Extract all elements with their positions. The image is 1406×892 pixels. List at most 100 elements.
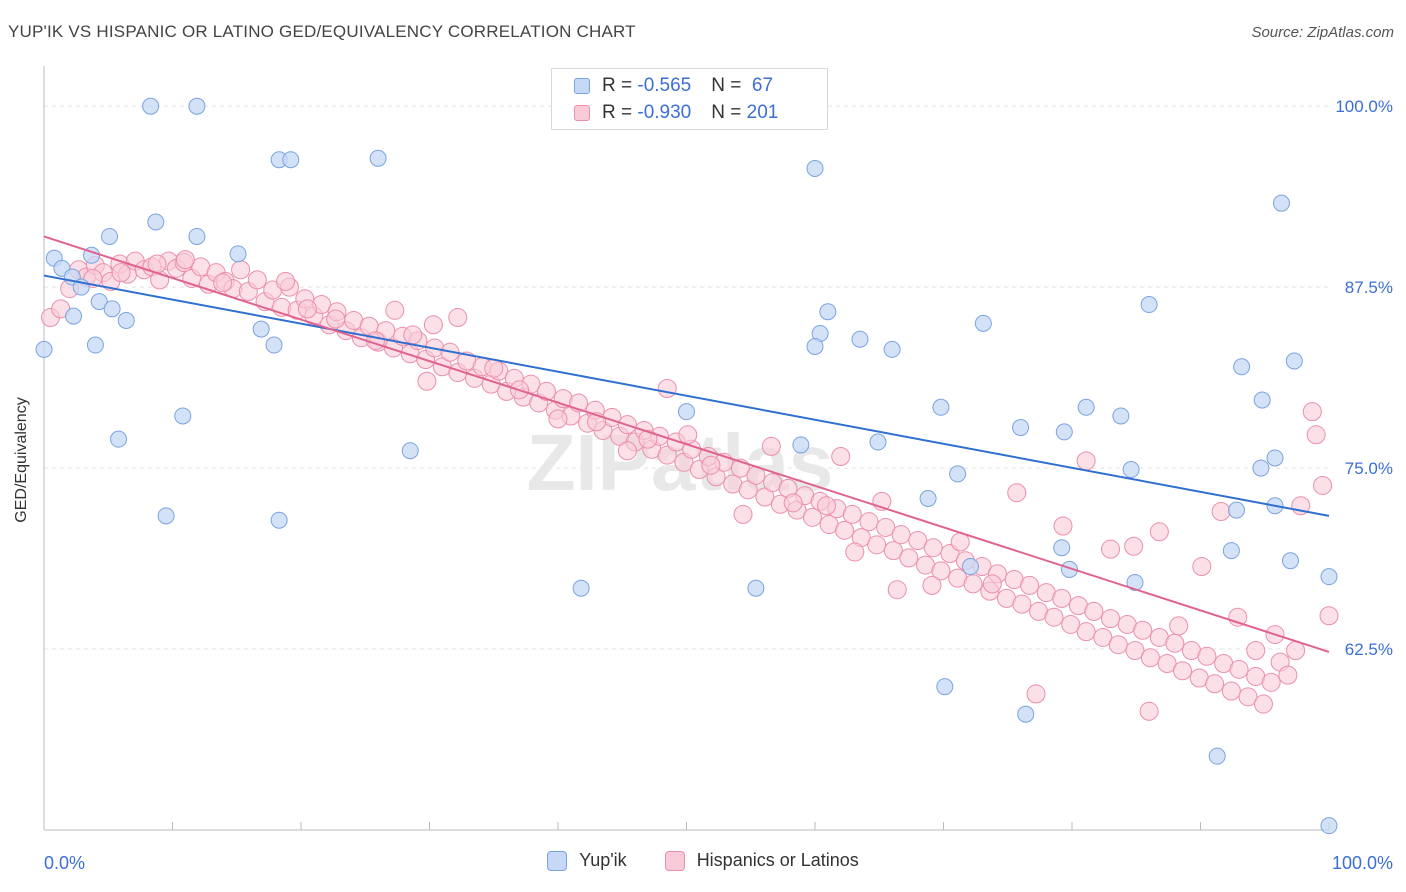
data-point-hispanics xyxy=(982,574,1002,594)
data-point-yupik xyxy=(1227,501,1245,519)
data-point-yupik xyxy=(932,398,950,416)
data-point-yupik xyxy=(1053,539,1071,557)
r-label: R = xyxy=(602,75,638,96)
data-point-hispanics xyxy=(297,299,317,319)
x-tick-label: 0.0% xyxy=(44,853,85,873)
data-point-hispanics xyxy=(923,538,943,558)
data-point-yupik xyxy=(819,303,837,321)
data-point-hispanics xyxy=(1133,620,1153,640)
data-point-hispanics xyxy=(908,530,928,550)
data-point-hispanics xyxy=(1173,661,1193,681)
data-point-yupik xyxy=(806,337,824,355)
data-point-hispanics xyxy=(175,250,195,270)
data-point-yupik xyxy=(1112,407,1130,425)
data-point-yupik xyxy=(229,245,247,263)
data-point-hispanics xyxy=(1044,607,1064,627)
series-legend: Yup'ik Hispanics or Latinos xyxy=(0,850,1406,871)
data-point-hispanics xyxy=(231,260,251,280)
r-value: -0.930 xyxy=(637,102,692,123)
axes xyxy=(43,66,1330,831)
data-point-yupik xyxy=(252,320,270,338)
data-point-yupik xyxy=(117,311,135,329)
data-point-hispanics xyxy=(484,358,504,378)
n-value: 67 xyxy=(746,75,774,96)
correlation-legend: R = -0.565 N = 67 R = -0.930 N = 201 xyxy=(551,68,828,130)
data-point-hispanics xyxy=(1165,633,1185,653)
data-point-hispanics xyxy=(733,504,753,524)
data-point-yupik xyxy=(1320,817,1338,835)
data-point-hispanics xyxy=(1076,622,1096,642)
data-point-hispanics xyxy=(891,525,911,545)
data-point-hispanics xyxy=(859,512,879,532)
data-point-hispanics xyxy=(326,309,346,329)
data-point-yupik xyxy=(142,97,160,115)
data-point-hispanics xyxy=(276,271,296,291)
data-point-hispanics xyxy=(817,496,837,516)
data-point-hispanics xyxy=(1306,425,1326,445)
data-point-hispanics xyxy=(867,535,887,555)
data-point-hispanics xyxy=(1246,640,1266,660)
series-yupik-points xyxy=(35,97,1338,835)
data-point-yupik xyxy=(1285,352,1303,370)
x-tick-label: 100.0% xyxy=(1332,853,1393,873)
data-point-hispanics xyxy=(448,308,468,328)
y-tick-label: 75.0% xyxy=(1345,459,1393,478)
data-point-hispanics xyxy=(922,575,942,595)
data-point-hispanics xyxy=(1149,522,1169,542)
data-point-hispanics xyxy=(1302,402,1322,422)
data-point-yupik xyxy=(851,330,869,348)
data-point-yupik xyxy=(188,227,206,245)
data-point-hispanics xyxy=(385,300,405,320)
data-point-hispanics xyxy=(1053,516,1073,536)
data-point-yupik xyxy=(1266,449,1284,467)
data-point-hispanics xyxy=(701,455,721,475)
data-point-hispanics xyxy=(883,541,903,561)
legend-label-hispanics: Hispanics or Latinos xyxy=(696,850,859,870)
data-point-hispanics xyxy=(1157,654,1177,674)
chart-title: YUP'IK VS HISPANIC OR LATINO GED/EQUIVAL… xyxy=(8,22,636,41)
y-tick-label: 87.5% xyxy=(1345,278,1393,297)
legend-label-yupik: Yup'ik xyxy=(579,850,627,870)
data-point-yupik xyxy=(1208,747,1226,765)
y-tick-label: 100.0% xyxy=(1335,97,1393,116)
y-tick-label: 62.5% xyxy=(1345,640,1393,659)
data-point-hispanics xyxy=(1319,606,1339,626)
data-point-yupik xyxy=(86,336,104,354)
data-point-hispanics xyxy=(876,517,896,537)
data-point-hispanics xyxy=(1238,687,1258,707)
data-point-hispanics xyxy=(1221,681,1241,701)
data-point-hispanics xyxy=(1084,601,1104,621)
data-point-hispanics xyxy=(548,409,568,429)
legend-item-hispanics: Hispanics or Latinos xyxy=(664,850,859,871)
data-point-hispanics xyxy=(1139,701,1159,721)
data-point-hispanics xyxy=(403,325,423,345)
data-point-yupik xyxy=(883,340,901,358)
yupik-swatch xyxy=(574,78,590,94)
data-point-yupik xyxy=(1126,573,1144,591)
data-point-yupik xyxy=(1252,459,1270,477)
data-point-hispanics xyxy=(1192,557,1212,577)
data-point-yupik xyxy=(110,430,128,448)
n-label: N = xyxy=(711,102,747,123)
data-point-yupik xyxy=(792,436,810,454)
data-point-hispanics xyxy=(1140,648,1160,668)
r-value: -0.565 xyxy=(637,75,692,96)
trend-lines xyxy=(43,235,1330,653)
data-point-hispanics xyxy=(657,378,677,398)
n-value: 201 xyxy=(746,102,779,123)
data-point-hispanics xyxy=(1261,672,1281,692)
data-point-hispanics xyxy=(678,425,698,445)
data-point-yupik xyxy=(961,558,979,576)
data-point-yupik xyxy=(1077,398,1095,416)
tick-labels: 100.0% 87.5% 75.0% 62.5% 0.0% 100.0% xyxy=(44,97,1393,873)
y-axis-label: GED/Equivalency xyxy=(13,397,30,523)
data-point-yupik xyxy=(103,300,121,318)
series-hispanics-points xyxy=(40,250,1339,721)
r-label: R = xyxy=(602,102,638,123)
data-point-yupik xyxy=(1060,560,1078,578)
data-point-yupik xyxy=(678,403,695,421)
data-point-hispanics xyxy=(1101,609,1121,629)
trend-line-yupik xyxy=(43,274,1330,517)
data-point-hispanics xyxy=(1205,674,1225,694)
